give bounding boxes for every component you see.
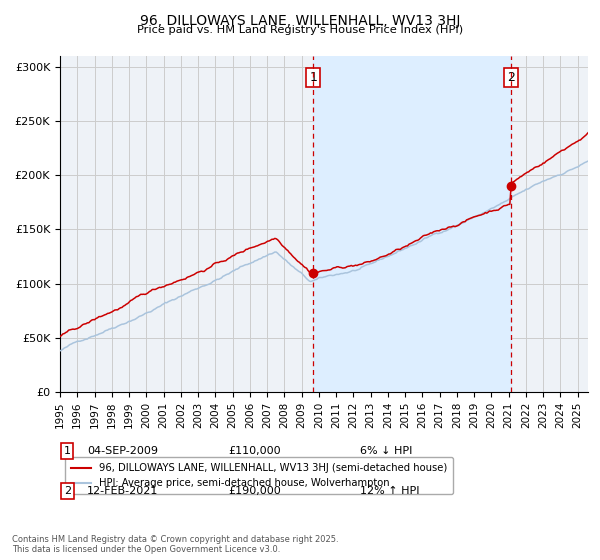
Text: 2: 2 — [507, 71, 515, 84]
Text: Contains HM Land Registry data © Crown copyright and database right 2025.
This d: Contains HM Land Registry data © Crown c… — [12, 535, 338, 554]
Text: £190,000: £190,000 — [228, 486, 281, 496]
Text: 1: 1 — [309, 71, 317, 84]
Text: 04-SEP-2009: 04-SEP-2009 — [87, 446, 158, 456]
Text: Price paid vs. HM Land Registry's House Price Index (HPI): Price paid vs. HM Land Registry's House … — [137, 25, 463, 35]
Text: 6% ↓ HPI: 6% ↓ HPI — [360, 446, 412, 456]
Text: 12% ↑ HPI: 12% ↑ HPI — [360, 486, 419, 496]
Bar — [313, 56, 511, 392]
Text: 2: 2 — [64, 486, 71, 496]
Text: £110,000: £110,000 — [228, 446, 281, 456]
Legend: 96, DILLOWAYS LANE, WILLENHALL, WV13 3HJ (semi-detached house), HPI: Average pri: 96, DILLOWAYS LANE, WILLENHALL, WV13 3HJ… — [65, 458, 453, 494]
Text: 12-FEB-2021: 12-FEB-2021 — [87, 486, 158, 496]
Text: 96, DILLOWAYS LANE, WILLENHALL, WV13 3HJ: 96, DILLOWAYS LANE, WILLENHALL, WV13 3HJ — [140, 14, 460, 28]
Text: 1: 1 — [64, 446, 71, 456]
